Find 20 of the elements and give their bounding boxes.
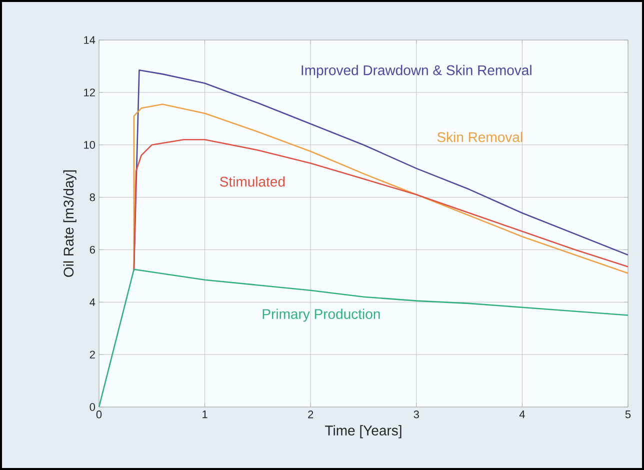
y-tick-label: 6 (90, 246, 95, 254)
x-axis-title: Time [Years] (325, 425, 402, 438)
text: Improved Drawdown & Skin Removal (302, 64, 532, 78)
y-tick-label: 12 (84, 88, 95, 96)
y-tick-label: 10 (84, 140, 96, 149)
x-tick-label: 1 (202, 410, 208, 418)
y-tick-label: 0 (90, 403, 96, 411)
x-tick-label: 4 (519, 410, 525, 418)
y-tick-label: 14 (84, 36, 96, 44)
x-tick-label: 5 (625, 410, 631, 418)
x-tick-label: 2 (308, 410, 314, 418)
x-tick-label: 3 (414, 410, 419, 418)
y-tick-label: 2 (90, 350, 95, 358)
y-tick-label: 4 (90, 298, 96, 306)
y-axis-title: Oil Rate [m3/day] (63, 170, 76, 277)
x-tick-label: 0 (96, 410, 102, 418)
series-label: Stimulated (220, 176, 285, 187)
series-label: Primary Production (262, 308, 380, 322)
y-tick-label: 8 (90, 193, 95, 202)
text: Skin Removal (437, 132, 522, 142)
